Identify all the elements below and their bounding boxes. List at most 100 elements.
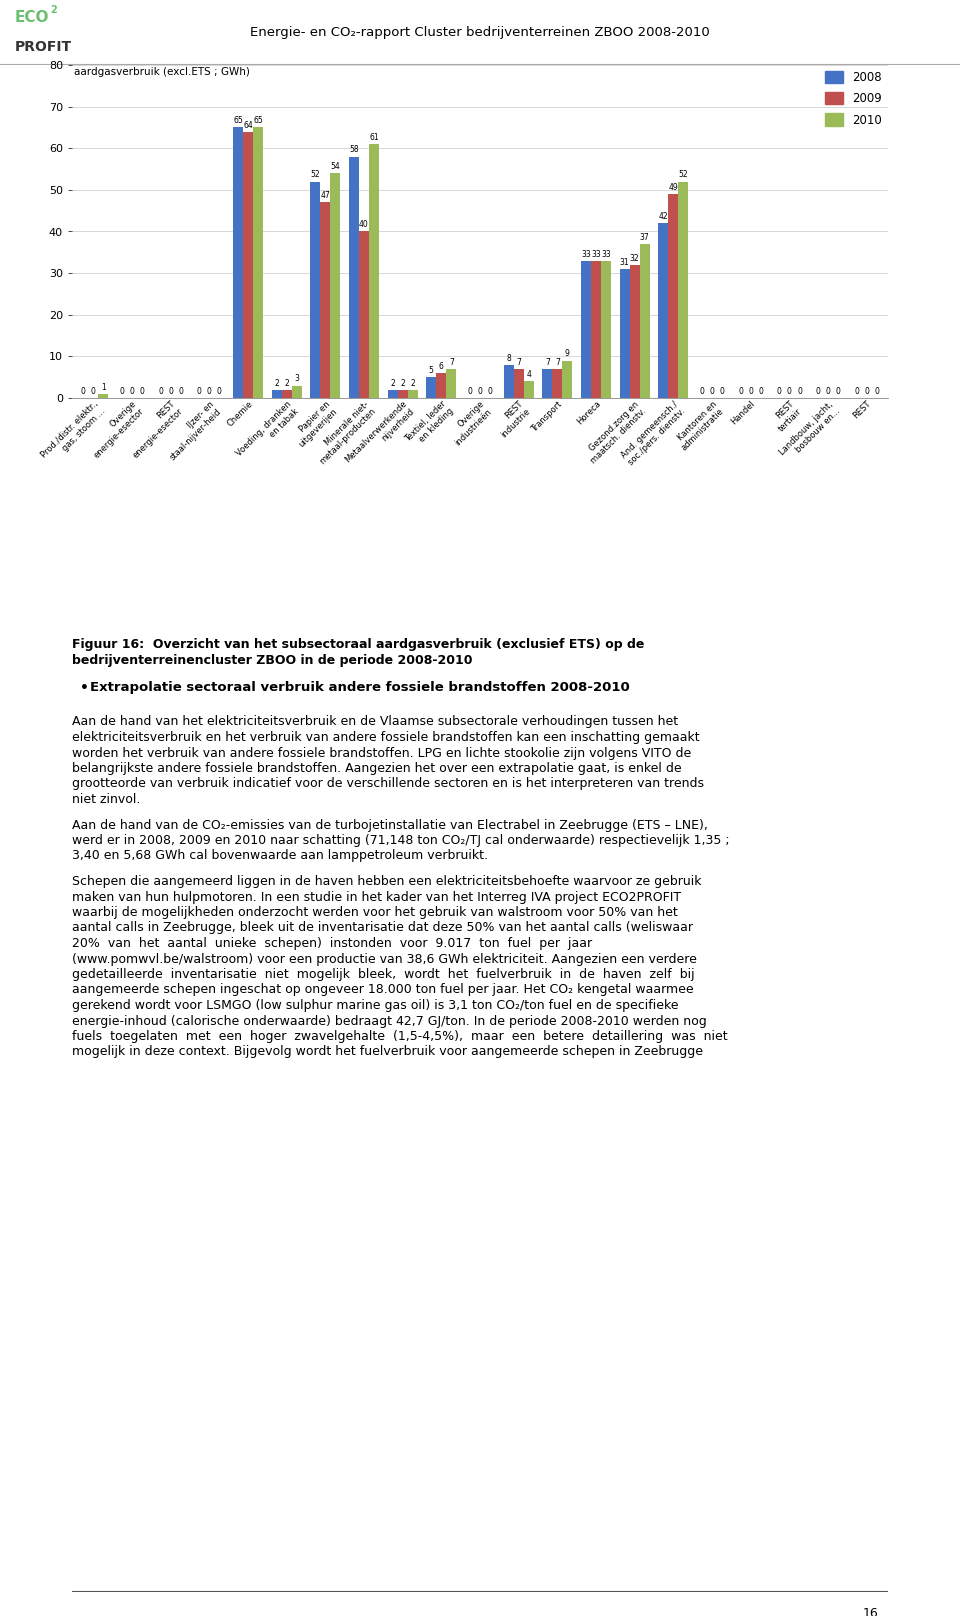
Text: 0: 0 <box>119 386 125 396</box>
Text: 0: 0 <box>139 386 144 396</box>
Text: grootteorde van verbruik indicatief voor de verschillende sectoren en is het int: grootteorde van verbruik indicatief voor… <box>72 777 704 790</box>
Bar <box>504 365 514 398</box>
Text: 33: 33 <box>601 249 611 259</box>
Text: 0: 0 <box>477 386 483 396</box>
Text: 2: 2 <box>275 378 279 388</box>
Text: ECO: ECO <box>14 10 49 24</box>
Text: 4: 4 <box>526 370 531 380</box>
Text: aangemeerde schepen ingeschat op ongeveer 18.000 ton fuel per jaar. Het CO₂ keng: aangemeerde schepen ingeschat op ongevee… <box>72 984 694 997</box>
Bar <box>330 173 341 398</box>
Bar <box>348 157 359 398</box>
Text: Energie- en CO₂-rapport Cluster bedrijventerreinen ZBOO 2008-2010: Energie- en CO₂-rapport Cluster bedrijve… <box>251 26 709 39</box>
Text: 0: 0 <box>130 386 134 396</box>
Text: 7: 7 <box>555 357 560 367</box>
Bar <box>369 144 379 398</box>
Text: 33: 33 <box>591 249 601 259</box>
Text: Aan de hand van het elektriciteitsverbruik en de Vlaamse subsectorale verhouding: Aan de hand van het elektriciteitsverbru… <box>72 716 678 729</box>
Text: 31: 31 <box>620 259 630 267</box>
Text: 2: 2 <box>390 378 395 388</box>
Text: 0: 0 <box>777 386 781 396</box>
Text: 0: 0 <box>738 386 743 396</box>
Bar <box>552 368 563 398</box>
Text: 2: 2 <box>284 378 289 388</box>
Bar <box>446 368 456 398</box>
Text: bedrijventerreinencluster ZBOO in de periode 2008-2010: bedrijventerreinencluster ZBOO in de per… <box>72 653 472 666</box>
Text: 0: 0 <box>488 386 492 396</box>
Text: belangrijkste andere fossiele brandstoffen. Aangezien het over een extrapolatie : belangrijkste andere fossiele brandstoff… <box>72 763 682 776</box>
Text: 2: 2 <box>50 5 57 15</box>
Text: 0: 0 <box>758 386 763 396</box>
Text: 32: 32 <box>630 254 639 263</box>
Text: Figuur 16:  Overzicht van het subsectoraal aardgasverbruik (exclusief ETS) op de: Figuur 16: Overzicht van het subsectoraa… <box>72 638 644 651</box>
Text: worden het verbruik van andere fossiele brandstoffen. LPG en lichte stookolie zi: worden het verbruik van andere fossiele … <box>72 747 691 760</box>
Text: 0: 0 <box>91 386 96 396</box>
Text: 65: 65 <box>233 116 243 126</box>
Text: 49: 49 <box>668 183 678 192</box>
Text: 0: 0 <box>748 386 754 396</box>
Text: 7: 7 <box>545 357 550 367</box>
Text: 61: 61 <box>370 133 379 142</box>
Text: werd er in 2008, 2009 en 2010 naar schatting (71,148 ton CO₂/TJ cal onderwaarde): werd er in 2008, 2009 en 2010 naar schat… <box>72 834 730 847</box>
Bar <box>679 181 688 398</box>
Text: 0: 0 <box>875 386 879 396</box>
Text: 65: 65 <box>253 116 263 126</box>
Bar <box>639 244 650 398</box>
Text: 0: 0 <box>700 386 705 396</box>
Text: 8: 8 <box>506 354 511 362</box>
Text: 0: 0 <box>158 386 163 396</box>
Text: 3: 3 <box>295 375 300 383</box>
Bar <box>243 131 253 398</box>
Text: 2: 2 <box>400 378 405 388</box>
Text: 42: 42 <box>659 212 668 221</box>
Text: 0: 0 <box>81 386 85 396</box>
Text: 9: 9 <box>565 349 570 359</box>
Text: mogelijk in deze context. Bijgevolg wordt het fuelverbruik voor aangemeerde sche: mogelijk in deze context. Bijgevolg word… <box>72 1046 703 1058</box>
Text: 3,40 en 5,68 GWh cal bovenwaarde aan lamppetroleum verbruikt.: 3,40 en 5,68 GWh cal bovenwaarde aan lam… <box>72 850 488 863</box>
Text: gerekend wordt voor LSMGO (low sulphur marine gas oil) is 3,1 ton CO₂/ton fuel e: gerekend wordt voor LSMGO (low sulphur m… <box>72 999 679 1012</box>
Text: maken van hun hulpmotoren. In een studie in het kader van het Interreg IVA proje: maken van hun hulpmotoren. In een studie… <box>72 890 682 903</box>
Text: 1: 1 <box>101 383 106 391</box>
Bar <box>630 265 639 398</box>
Text: 0: 0 <box>179 386 183 396</box>
Text: (www.pomwvl.be/walstroom) voor een productie van 38,6 GWh elektriciteit. Aangezi: (www.pomwvl.be/walstroom) voor een produ… <box>72 952 697 965</box>
Text: niet zinvol.: niet zinvol. <box>72 793 140 806</box>
Text: 58: 58 <box>349 145 359 155</box>
Text: waarbij de mogelijkheden onderzocht werden voor het gebruik van walstroom voor 5: waarbij de mogelijkheden onderzocht werd… <box>72 907 678 920</box>
Text: 2: 2 <box>410 378 415 388</box>
Text: 5: 5 <box>429 367 434 375</box>
Text: 6: 6 <box>439 362 444 372</box>
Text: Extrapolatie sectoraal verbruik andere fossiele brandstoffen 2008-2010: Extrapolatie sectoraal verbruik andere f… <box>90 682 630 695</box>
Text: 0: 0 <box>854 386 859 396</box>
Text: energie-inhoud (calorische onderwaarde) bedraagt 42,7 GJ/ton. In de periode 2008: energie-inhoud (calorische onderwaarde) … <box>72 1015 707 1028</box>
Bar <box>563 360 572 398</box>
Bar <box>253 128 263 398</box>
Bar <box>601 260 612 398</box>
Text: aantal calls in Zeebrugge, bleek uit de inventarisatie dat deze 50% van het aant: aantal calls in Zeebrugge, bleek uit de … <box>72 921 693 934</box>
Text: 52: 52 <box>679 170 688 179</box>
Text: 0: 0 <box>816 386 821 396</box>
Bar <box>321 202 330 398</box>
Bar <box>397 389 408 398</box>
Bar <box>359 231 369 398</box>
Text: 0: 0 <box>197 386 202 396</box>
Text: 64: 64 <box>243 121 252 129</box>
Bar <box>292 386 301 398</box>
Text: 0: 0 <box>168 386 173 396</box>
Text: 0: 0 <box>835 386 841 396</box>
Bar <box>436 373 446 398</box>
Text: 40: 40 <box>359 220 369 229</box>
Text: 0: 0 <box>864 386 869 396</box>
Bar <box>591 260 601 398</box>
Text: gedetailleerde  inventarisatie  niet  mogelijk  bleek,  wordt  het  fuelverbruik: gedetailleerde inventarisatie niet mogel… <box>72 968 695 981</box>
Text: Aan de hand van de CO₂-emissies van de turbojetinstallatie van Electrabel in Zee: Aan de hand van de CO₂-emissies van de t… <box>72 818 708 832</box>
Text: 37: 37 <box>640 233 650 242</box>
Bar <box>426 377 436 398</box>
Text: 33: 33 <box>581 249 590 259</box>
Bar <box>514 368 524 398</box>
Bar <box>310 181 321 398</box>
Text: 7: 7 <box>449 357 454 367</box>
Text: 0: 0 <box>787 386 792 396</box>
Bar <box>581 260 591 398</box>
Text: 0: 0 <box>709 386 714 396</box>
Text: 0: 0 <box>720 386 725 396</box>
